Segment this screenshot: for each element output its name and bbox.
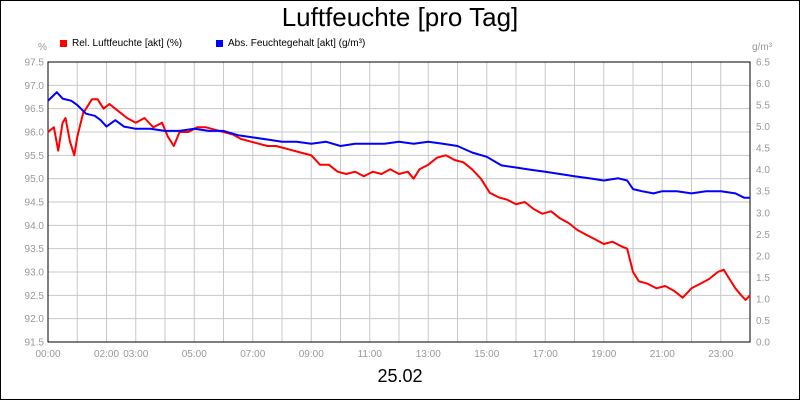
- y-right-tick-label: 0.0: [756, 338, 770, 349]
- y-right-tick-label: 4.5: [756, 144, 770, 155]
- x-tick-label: 02:00: [94, 349, 119, 360]
- chart-title: Luftfeuchte [pro Tag]: [281, 2, 519, 32]
- y-left-tick-label: 94.5: [25, 198, 45, 209]
- plot-border: [47, 61, 751, 343]
- y-right-tick-label: 5.0: [756, 122, 770, 133]
- x-tick-label: 19:00: [591, 349, 616, 360]
- x-tick-label: 05:00: [182, 349, 207, 360]
- legend-label-abs-humidity: Abs. Feuchtegehalt [akt] (g/m³): [228, 38, 366, 49]
- x-tick-label: 07:00: [240, 349, 265, 360]
- x-tick-label: 00:00: [35, 349, 60, 360]
- y-left-tick-label: 97.5: [25, 58, 45, 69]
- legend-label-rel-humidity: Rel. Luftfeuchte [akt] (%): [72, 38, 183, 49]
- y-left-tick-label: 96.5: [25, 104, 45, 115]
- y-right-tick-label: 2.5: [756, 230, 770, 241]
- y-left-tick-label: 92.5: [25, 291, 45, 302]
- legend-item-abs-humidity: Abs. Feuchtegehalt [akt] (g/m³): [216, 38, 365, 49]
- left-axis-unit: %: [38, 42, 47, 53]
- y-left-tick-label: 95.0: [25, 174, 45, 185]
- right-axis-unit: g/m³: [752, 42, 772, 53]
- series-line-abs-humidity: [47, 91, 750, 199]
- y-right-tick-label: 3.5: [756, 187, 770, 198]
- y-right-tick-label: 2.0: [756, 251, 770, 262]
- y-right-tick-label: 5.5: [756, 101, 770, 112]
- series-line-rel-humidity: [47, 98, 751, 301]
- x-tick-label: 21:00: [650, 349, 675, 360]
- y-left-tick-label: 94.0: [25, 221, 45, 232]
- x-tick-label: 03:00: [123, 349, 148, 360]
- y-right-tick-label: 1.0: [756, 294, 770, 305]
- legend-swatch-abs-humidity: [216, 40, 223, 47]
- legend-swatch-rel-humidity: [60, 40, 67, 47]
- x-tick-label: 11:00: [358, 349, 383, 360]
- x-tick-label: 15:00: [474, 349, 499, 360]
- y-right-tick-label: 4.0: [756, 165, 770, 176]
- y-right-tick-label: 3.0: [756, 208, 770, 219]
- y-left-tick-label: 92.0: [25, 314, 45, 325]
- y-left-tick-label: 96.0: [25, 128, 45, 139]
- x-tick-label: 09:00: [299, 349, 324, 360]
- x-tick-label: 17:00: [533, 349, 558, 360]
- x-tick-label: 23:00: [708, 349, 733, 360]
- x-tick-label: 13:00: [416, 349, 441, 360]
- y-left-tick-label: 95.5: [25, 151, 45, 162]
- y-left-tick-label: 93.5: [25, 244, 45, 255]
- y-left-tick-label: 97.0: [25, 81, 45, 92]
- date-label: 25.02: [377, 366, 423, 386]
- y-right-tick-label: 1.5: [756, 273, 770, 284]
- y-right-tick-label: 6.5: [756, 58, 770, 69]
- y-left-tick-label: 91.5: [25, 338, 45, 349]
- y-right-tick-label: 6.0: [756, 79, 770, 90]
- y-right-tick-label: 0.5: [756, 316, 770, 327]
- y-left-tick-label: 93.0: [25, 268, 45, 279]
- legend-item-rel-humidity: Rel. Luftfeuchte [akt] (%): [60, 38, 182, 49]
